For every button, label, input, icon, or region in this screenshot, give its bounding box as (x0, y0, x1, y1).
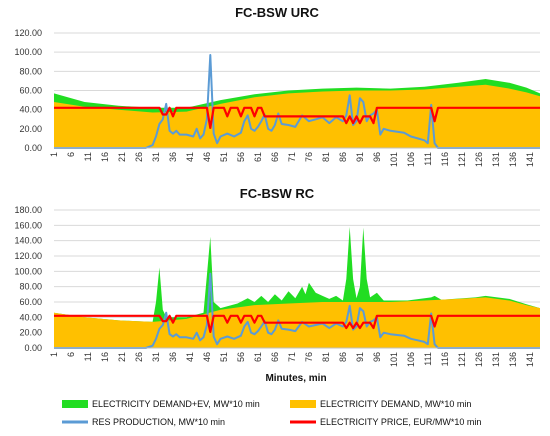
x-tick-label: 46 (202, 352, 212, 362)
x-tick-label: 106 (406, 352, 416, 367)
y-tick-label: 20.00 (19, 124, 42, 134)
x-tick-label: 111 (423, 352, 433, 366)
x-tick-label: 116 (440, 152, 450, 166)
x-tick-label: 71 (287, 152, 297, 162)
legend-swatch (290, 400, 316, 408)
legend-label: ELECTRICITY DEMAND, MW*10 min (320, 399, 471, 409)
x-tick-label: 16 (100, 352, 110, 362)
y-tick-label: 40.00 (19, 105, 42, 115)
x-tick-label: 111 (423, 152, 433, 166)
series-line-res-production (54, 272, 540, 349)
x-tick-label: 21 (117, 152, 127, 162)
x-tick-label: 61 (253, 352, 263, 362)
series-line-res-production (54, 54, 540, 149)
y-tick-label: 80.00 (19, 66, 42, 76)
y-tick-label: 120.00 (14, 251, 42, 261)
x-tick-label: 121 (457, 352, 467, 367)
x-axis-label: Minutes, min (265, 373, 326, 384)
y-tick-label: 160.00 (14, 220, 42, 230)
y-tick-label: 180.00 (14, 205, 42, 215)
x-tick-label: 86 (338, 352, 348, 362)
x-tick-label: 131 (491, 152, 501, 167)
x-tick-label: 126 (474, 152, 484, 167)
x-tick-label: 31 (151, 152, 161, 162)
legend-label: ELECTRICITY PRICE, EUR/MW*10 min (320, 417, 481, 427)
x-tick-label: 91 (355, 152, 365, 162)
x-tick-label: 1 (49, 152, 59, 157)
x-tick-label: 51 (219, 352, 229, 362)
x-tick-label: 81 (321, 152, 331, 162)
chart-title: FC-BSW URC (235, 5, 319, 20)
x-tick-label: 86 (338, 152, 348, 162)
x-tick-label: 76 (304, 152, 314, 162)
legend-label: ELECTRICITY DEMAND+EV, MW*10 min (92, 399, 260, 409)
x-tick-label: 6 (66, 352, 76, 357)
x-tick-label: 101 (389, 152, 399, 167)
x-tick-label: 96 (372, 152, 382, 162)
x-tick-label: 61 (253, 152, 263, 162)
series-line-price (54, 106, 540, 129)
x-tick-label: 126 (474, 352, 484, 367)
y-tick-label: 100.00 (14, 47, 42, 57)
y-tick-label: 0.00 (24, 143, 42, 153)
y-tick-label: 80.00 (19, 282, 42, 292)
x-tick-label: 81 (321, 352, 331, 362)
x-tick-label: 6 (66, 152, 76, 157)
x-tick-label: 46 (202, 152, 212, 162)
y-tick-label: 120.00 (14, 28, 42, 38)
x-tick-label: 66 (270, 352, 280, 362)
legend-label: RES PRODUCTION, MW*10 min (92, 417, 225, 427)
x-tick-label: 16 (100, 152, 110, 162)
x-tick-label: 26 (134, 352, 144, 362)
y-tick-label: 20.00 (19, 328, 42, 338)
x-tick-label: 76 (304, 352, 314, 362)
y-tick-label: 40.00 (19, 312, 42, 322)
x-tick-label: 141 (525, 152, 535, 167)
x-tick-label: 56 (236, 352, 246, 362)
x-tick-label: 121 (457, 152, 467, 167)
x-tick-label: 41 (185, 152, 195, 162)
x-tick-label: 141 (525, 352, 535, 367)
chart-title: FC-BSW RC (240, 186, 315, 201)
x-tick-label: 66 (270, 152, 280, 162)
series-line-price (54, 314, 540, 333)
y-tick-label: 100.00 (14, 266, 42, 276)
y-tick-label: 60.00 (19, 86, 42, 96)
x-tick-label: 11 (83, 152, 93, 161)
x-tick-label: 36 (168, 352, 178, 362)
x-tick-label: 56 (236, 152, 246, 162)
x-tick-label: 101 (389, 352, 399, 367)
x-tick-label: 31 (151, 352, 161, 362)
y-tick-label: 0.00 (24, 343, 42, 353)
x-tick-label: 36 (168, 152, 178, 162)
y-tick-label: 140.00 (14, 236, 42, 246)
legend-swatch (62, 400, 88, 408)
y-tick-label: 60.00 (19, 297, 42, 307)
x-tick-label: 1 (49, 352, 59, 357)
x-tick-label: 41 (185, 352, 195, 362)
x-tick-label: 21 (117, 352, 127, 362)
x-tick-label: 96 (372, 352, 382, 362)
x-tick-label: 136 (508, 152, 518, 167)
x-tick-label: 136 (508, 352, 518, 367)
x-tick-label: 106 (406, 152, 416, 167)
x-tick-label: 71 (287, 352, 297, 362)
x-tick-label: 51 (219, 152, 229, 162)
x-tick-label: 11 (83, 352, 93, 361)
x-tick-label: 26 (134, 152, 144, 162)
x-tick-label: 91 (355, 352, 365, 362)
x-tick-label: 131 (491, 352, 501, 367)
x-tick-label: 116 (440, 352, 450, 366)
